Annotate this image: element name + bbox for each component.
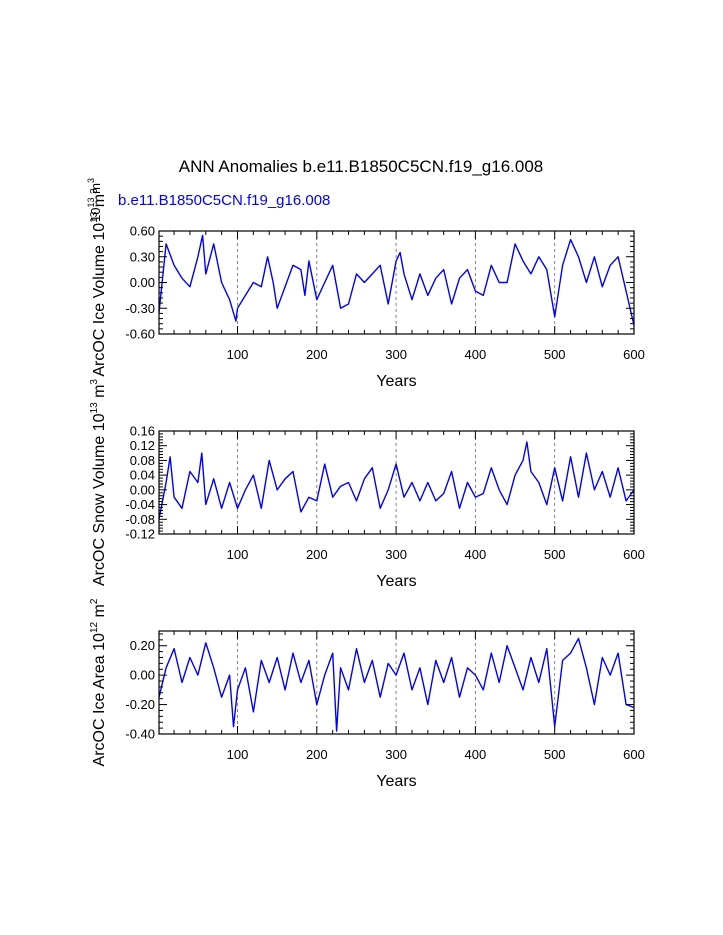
x-tick-label: 100 (227, 747, 249, 762)
y-tick-label: -0.20 (125, 697, 155, 712)
x-tick-label: 300 (385, 547, 407, 562)
panel-ice-volume: 100 200 300 400 500 600 Years -0.60 -0.30 0.00 0.3… (86, 178, 645, 390)
panels: 100 200 300 400 500 600 Years -0.60 -0.30 0.00 0.3… (86, 178, 645, 790)
x-axis-label: Years (376, 573, 416, 590)
x-tick-label: 200 (306, 347, 328, 362)
y-axis-label: ArcOC Ice Area 1012 m2 (89, 598, 108, 766)
x-axis-label: Years (376, 373, 416, 390)
case-label: b.e11.B1850C5CN.f19_g16.008 (118, 192, 330, 209)
x-tick-label: 200 (306, 547, 328, 562)
plot-frame (158, 230, 635, 335)
y-tick-label: -0.04 (125, 497, 155, 512)
y-tick-label: 0.16 (130, 424, 155, 439)
series-line (158, 234, 635, 326)
y-tick-label: 0.08 (130, 453, 155, 468)
y-axis-label: ArcOC Snow Volume 1013 m3 (89, 379, 108, 586)
y-tick-label: 0.00 (130, 482, 155, 497)
y-tick-label: -0.40 (125, 727, 155, 742)
y-tick-label: 0.12 (130, 438, 155, 453)
x-tick-label: 600 (623, 747, 645, 762)
x-tick-label: 300 (385, 747, 407, 762)
x-tick-label: 600 (623, 347, 645, 362)
x-tick-label: 500 (544, 347, 566, 362)
x-tick-label: 500 (544, 747, 566, 762)
y-tick-label: -0.30 (125, 301, 155, 316)
panel-ice-area: 100 200 300 400 500 600 Years -0.40 -0.20 0.00 0.2… (89, 598, 645, 790)
x-tick-label: 400 (465, 347, 487, 362)
x-axis-label: Years (376, 773, 416, 790)
y-tick-label: 0.00 (130, 668, 155, 683)
y-tick-label: -0.12 (125, 527, 155, 542)
units-label: 1013 m3 (86, 178, 103, 222)
x-tick-label: 100 (227, 547, 249, 562)
y-tick-label: -0.08 (125, 512, 155, 527)
x-tick-label: 100 (227, 347, 249, 362)
y-tick-label: 0.00 (130, 275, 155, 290)
x-tick-label: 400 (465, 547, 487, 562)
series-line (158, 637, 635, 732)
x-tick-label: 600 (623, 547, 645, 562)
x-tick-label: 500 (544, 547, 566, 562)
y-tick-label: -0.60 (125, 327, 155, 342)
x-tick-label: 300 (385, 347, 407, 362)
x-tick-label: 200 (306, 747, 328, 762)
y-tick-label: 0.30 (130, 249, 155, 264)
series-line (158, 441, 635, 520)
figure-title: ANN Anomalies b.e11.B1850C5CN.f19_g16.00… (179, 157, 543, 176)
y-tick-label: 0.20 (130, 638, 155, 653)
panel-snow-volume: 100 200 300 400 500 600Years-0.12-0.08-0.040.… (89, 379, 645, 590)
y-tick-label: 0.04 (130, 468, 155, 483)
y-axis-label: ArcOC Ice Volume 1013 m3 (89, 188, 108, 377)
y-tick-label: 0.60 (130, 224, 155, 239)
x-tick-label: 400 (465, 747, 487, 762)
